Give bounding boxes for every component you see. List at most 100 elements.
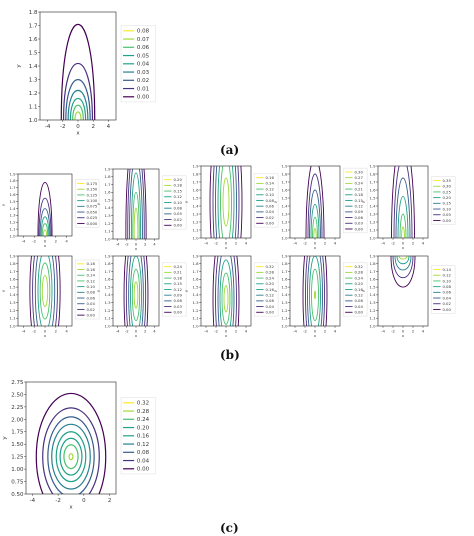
y-tick-label: 1.1 — [9, 226, 16, 231]
y-axis-label: y — [0, 289, 5, 292]
x-tick-label: -2 — [214, 328, 218, 333]
x-axis-label: x — [76, 131, 80, 137]
y-tick-label: 1.3 — [29, 77, 38, 83]
y-tick-label: 1.5 — [104, 197, 111, 202]
legend-entry: 0.02 — [442, 301, 451, 306]
y-tick-label: 1.4 — [104, 292, 111, 297]
y-tick-label: 1.6 — [104, 277, 111, 282]
legend-entry: 0.02 — [173, 217, 182, 222]
x-tick-label: 4 — [334, 240, 337, 245]
legend-box — [253, 173, 279, 228]
y-tick-label: 1.2 — [9, 220, 16, 225]
contour-line — [42, 229, 48, 236]
contour-line — [125, 256, 147, 326]
legend-entry: 0.00 — [86, 312, 95, 317]
legend-entry: 0.12 — [86, 278, 95, 283]
x-tick-label: -4 — [204, 328, 208, 333]
contour-line — [69, 98, 87, 120]
legend-entry: 0.00 — [173, 310, 182, 315]
legend-entry: 0.20 — [137, 425, 150, 431]
contour-lines — [29, 256, 61, 326]
legend-entry: 0.16 — [265, 287, 274, 292]
x-tick-label: 0 — [402, 240, 405, 245]
contour-line — [309, 189, 321, 238]
x-axis-label: x — [314, 333, 317, 338]
legend-box — [74, 259, 100, 320]
legend-entry: 0.03 — [137, 70, 150, 76]
contour-line — [29, 256, 61, 326]
contour-line — [314, 290, 316, 300]
x-tick-label: -4 — [293, 240, 297, 245]
contour-line — [220, 166, 232, 238]
x-tick-label: 2 — [235, 240, 238, 245]
chart-panel-b8: -4 -2 0 2 41.01.11.21.31.41.51.61.71.81.9xy0… — [183, 253, 279, 338]
contour-line — [34, 256, 56, 326]
contour-line — [395, 177, 411, 238]
y-axis-label: y — [0, 203, 5, 206]
y-tick-label: 1.9 — [104, 166, 111, 171]
contour-line — [47, 416, 95, 494]
y-axis-label: y — [95, 289, 100, 292]
legend-entry: 0.02 — [86, 307, 95, 312]
x-tick-label: 4 — [245, 328, 248, 333]
contour-lines — [302, 256, 328, 326]
chart-panel-b2: -4 -2 0 2 41.01.11.21.31.41.51.61.71.81.9xy0… — [95, 166, 187, 251]
x-tick-label: 2 — [55, 328, 58, 333]
y-tick-label: 1.7 — [104, 269, 111, 274]
contour-line — [32, 256, 58, 326]
x-axis-label: x — [225, 245, 228, 250]
x-tick-label: 0 — [44, 328, 47, 333]
x-tick-label: 0 — [402, 328, 405, 333]
legend: 0.320.280.240.200.160.120.080.040.00 — [253, 262, 279, 317]
y-axis-label: y — [16, 64, 22, 68]
y-tick-label: 1.0 — [281, 323, 288, 328]
y-tick-label: 1.3 — [369, 300, 376, 305]
y-tick-label: 1.6 — [281, 187, 288, 192]
legend-entry: 0.24 — [137, 417, 150, 423]
x-tick-label: 0 — [314, 240, 317, 245]
y-tick-label: 1.4 — [192, 203, 199, 208]
contour-line — [401, 226, 405, 238]
legend-entry: 0.20 — [442, 195, 451, 200]
y-tick-label: 1.1 — [192, 227, 199, 232]
legend-entry: 0.04 — [265, 304, 274, 309]
x-tick-label: 4 — [334, 328, 337, 333]
y-tick-label: 1.9 — [369, 253, 376, 258]
y-tick-label: 1.0 — [192, 235, 199, 240]
contour-line — [215, 256, 237, 326]
legend-entry: 0.10 — [265, 192, 274, 197]
legend-entry: 0.08 — [86, 290, 95, 295]
legend-entry: 0.06 — [442, 290, 451, 295]
y-tick-label: 1.0 — [369, 235, 376, 240]
x-tick-label: -4 — [381, 328, 385, 333]
y-tick-label: 1.3 — [104, 213, 111, 218]
x-tick-label: -4 — [116, 328, 120, 333]
x-axis-label: x — [225, 333, 228, 338]
contour-line — [35, 392, 107, 494]
legend-entry: 0.00 — [354, 310, 363, 315]
contour-line — [63, 444, 79, 470]
legend-entry: 0.00 — [354, 226, 363, 231]
legend-entry: 0.24 — [265, 275, 274, 280]
legend-entry: 0.28 — [137, 409, 150, 415]
y-tick-label: 1.7 — [192, 269, 199, 274]
y-tick-label: 1.5 — [9, 284, 16, 289]
y-tick-label: 1.2 — [281, 219, 288, 224]
legend-entry: 0.12 — [265, 293, 274, 298]
legend-entry: 0.21 — [354, 186, 363, 191]
x-tick-label: -4 — [22, 328, 26, 333]
y-tick-label: 1.1 — [369, 227, 376, 232]
legend-entry: 0.00 — [265, 310, 274, 315]
x-tick-label: 4 — [153, 241, 156, 246]
y-tick-label: 1.4 — [9, 206, 16, 211]
x-tick-label: -4 — [45, 124, 51, 130]
y-axis-label: y — [272, 200, 277, 203]
y-tick-label: 1.6 — [29, 37, 38, 43]
contour-line — [128, 256, 144, 326]
y-tick-label: 1.7 — [9, 185, 16, 190]
y-tick-label: 1.9 — [281, 163, 288, 168]
contour-lines — [60, 24, 96, 120]
legend-entry: 0.12 — [354, 204, 363, 209]
y-tick-label: 1.0 — [104, 236, 111, 241]
y-tick-label: 1.5 — [369, 195, 376, 200]
